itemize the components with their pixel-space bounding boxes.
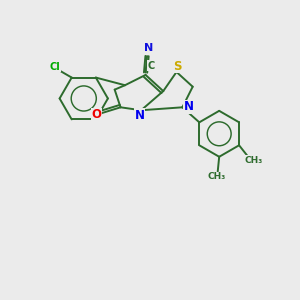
Text: N: N xyxy=(144,44,153,53)
Text: N: N xyxy=(184,100,194,113)
Text: Cl: Cl xyxy=(50,62,60,72)
Text: S: S xyxy=(173,60,181,73)
Text: CH₃: CH₃ xyxy=(244,155,262,164)
Text: CH₃: CH₃ xyxy=(208,172,226,181)
Text: O: O xyxy=(91,108,101,121)
Text: C: C xyxy=(147,61,154,71)
Text: N: N xyxy=(135,109,145,122)
